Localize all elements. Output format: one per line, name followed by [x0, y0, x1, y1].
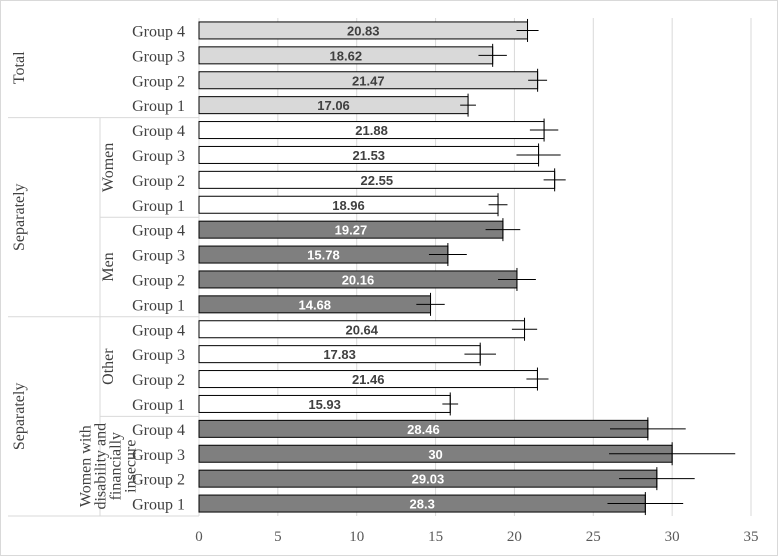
subgroup-label: Other: [100, 348, 117, 385]
category-label: Group 3: [132, 447, 185, 464]
x-tick-label: 0: [195, 529, 203, 545]
data-label: 30: [428, 447, 442, 462]
category-label: Group 4: [132, 23, 185, 40]
category-label: Group 3: [132, 248, 185, 265]
data-label: 29.03: [412, 472, 445, 487]
category-label: Group 3: [132, 347, 185, 364]
data-label: 15.78: [307, 248, 340, 263]
data-label: 17.06: [317, 98, 350, 113]
data-label: 15.93: [308, 397, 341, 412]
category-label: Group 2: [132, 372, 185, 389]
subgroup-label: Women: [100, 143, 117, 192]
category-label: Group 1: [132, 497, 185, 514]
data-label: 21.88: [355, 123, 388, 138]
data-label: 28.46: [407, 422, 440, 437]
x-tick-label: 35: [744, 529, 759, 545]
section-labels: Total Separately Separately Women Men Other Wo…: [11, 51, 140, 510]
data-label: 28.3: [410, 497, 435, 512]
subgroup-label: Men: [100, 252, 117, 281]
data-label: 14.68: [298, 297, 331, 312]
x-axis-ticks: 0 5 10 15 20 25 30 35: [195, 529, 758, 545]
data-label: 19.27: [335, 223, 368, 238]
category-label: Group 2: [132, 73, 185, 90]
category-label: Group 2: [132, 472, 185, 489]
category-label: Group 4: [132, 422, 185, 439]
category-label: Group 1: [132, 397, 185, 414]
x-tick-label: 30: [665, 529, 680, 545]
data-label: 18.96: [332, 198, 365, 213]
x-tick-label: 5: [274, 529, 282, 545]
section-label: Total: [11, 51, 28, 84]
data-label: 21.47: [352, 73, 385, 88]
x-tick-label: 20: [507, 529, 522, 545]
x-tick-label: 10: [349, 529, 364, 545]
data-label: 21.46: [352, 372, 385, 387]
data-label: 20.16: [342, 272, 375, 287]
subgroup-label: insecure: [123, 440, 140, 493]
category-label: Group 4: [132, 223, 185, 240]
x-tick-label: 25: [586, 529, 601, 545]
subgroup-label: financially: [108, 432, 125, 500]
section-label: Separately: [11, 183, 28, 251]
category-label: Group 4: [132, 123, 185, 140]
category-label: Group 1: [132, 98, 185, 115]
data-label: 22.55: [361, 173, 394, 188]
category-label: Group 2: [132, 173, 185, 190]
data-label: 20.64: [345, 322, 378, 337]
x-tick-label: 15: [428, 529, 443, 545]
data-label: 21.53: [353, 148, 386, 163]
data-label: 20.83: [347, 23, 380, 38]
section-label: Separately: [11, 383, 28, 451]
category-labels: Group 4 Group 3 Group 2 Group 1 Group 4 Group…: [132, 23, 185, 513]
subgroup-label: Women with: [78, 425, 95, 507]
category-label: Group 4: [132, 322, 185, 339]
subgroup-label: disability and: [93, 423, 110, 510]
category-label: Group 1: [132, 198, 185, 215]
category-label: Group 3: [132, 148, 185, 165]
data-label: 18.62: [330, 48, 363, 63]
category-label: Group 2: [132, 272, 185, 289]
category-label: Group 3: [132, 48, 185, 65]
category-label: Group 1: [132, 297, 185, 314]
data-label: 17.83: [323, 347, 356, 362]
